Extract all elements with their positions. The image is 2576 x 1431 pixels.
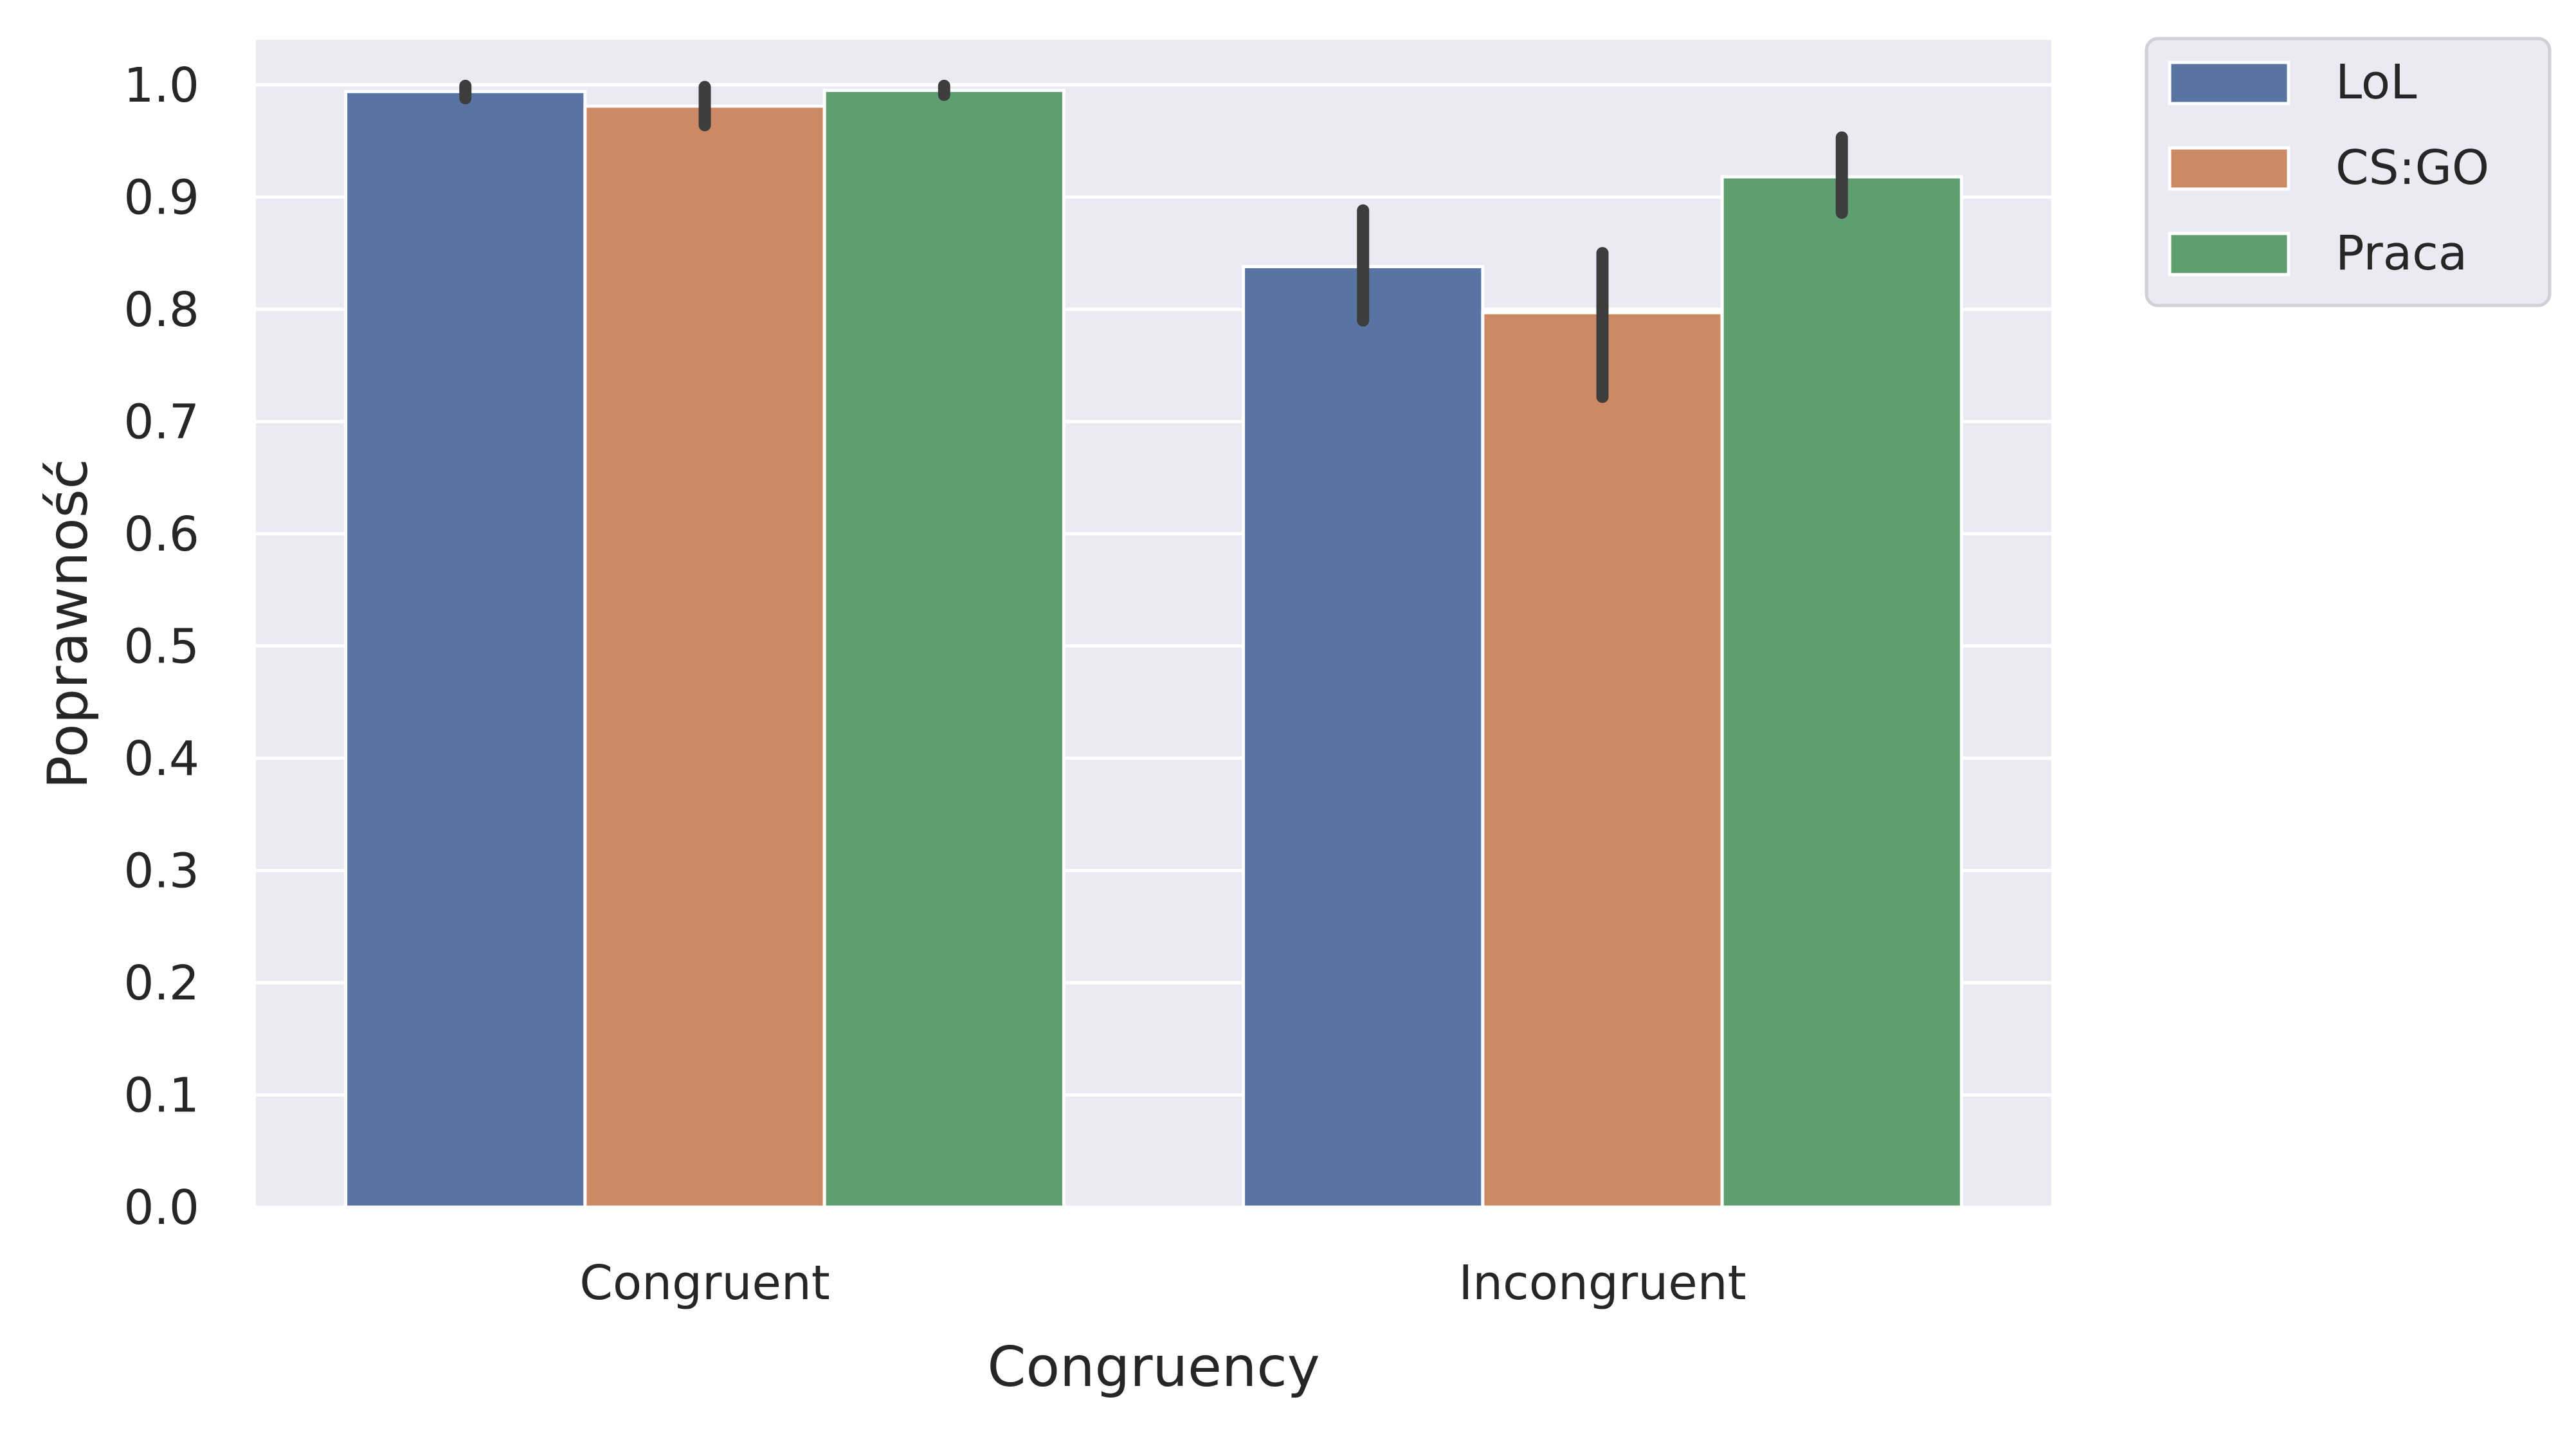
x-tick-label: Congruent (579, 1255, 830, 1311)
legend-label: Praca (2336, 226, 2467, 281)
y-tick-label: 0.3 (123, 843, 199, 898)
bars (344, 89, 1963, 1209)
y-tick-label: 0.0 (123, 1180, 199, 1235)
legend-label: LoL (2336, 55, 2417, 110)
bar-praca-incongruent (1720, 175, 1963, 1209)
legend-swatch (2168, 146, 2290, 191)
bar-cs-go-congruent (583, 104, 826, 1209)
y-tick-label: 0.5 (123, 619, 199, 674)
y-axis-label: Poprawność (36, 459, 100, 789)
y-tick-label: 0.6 (123, 507, 199, 562)
y-tick-label: 0.2 (123, 956, 199, 1011)
y-tick-label: 1.0 (123, 58, 199, 113)
legend-label: CS:GO (2336, 140, 2489, 196)
legend: LoL CS:GO Praca (2145, 37, 2552, 307)
y-tick-label: 0.1 (123, 1068, 199, 1123)
bar-praca-congruent (822, 89, 1066, 1209)
error-bars (459, 80, 1848, 403)
x-axis-label: Congruency (987, 1335, 1320, 1399)
y-tick-label: 0.7 (123, 394, 199, 450)
x-tick-label: Incongruent (1458, 1255, 1746, 1311)
y-tick-label: 0.9 (123, 170, 199, 225)
legend-swatch (2168, 60, 2290, 105)
legend-swatch (2168, 232, 2290, 277)
bar-cs-go-incongruent (1481, 311, 1724, 1209)
y-tick-label: 0.8 (123, 282, 199, 338)
bar-lol-incongruent (1242, 265, 1485, 1209)
x-tick-labels: Congruent Incongruent (579, 1255, 1746, 1311)
y-tick-label: 0.4 (123, 731, 199, 787)
y-tick-labels: 0.0 0.1 0.2 0.3 0.4 0.5 0.6 0.7 0.8 0.9 1.0 (123, 58, 199, 1235)
bar-lol-congruent (344, 89, 587, 1209)
